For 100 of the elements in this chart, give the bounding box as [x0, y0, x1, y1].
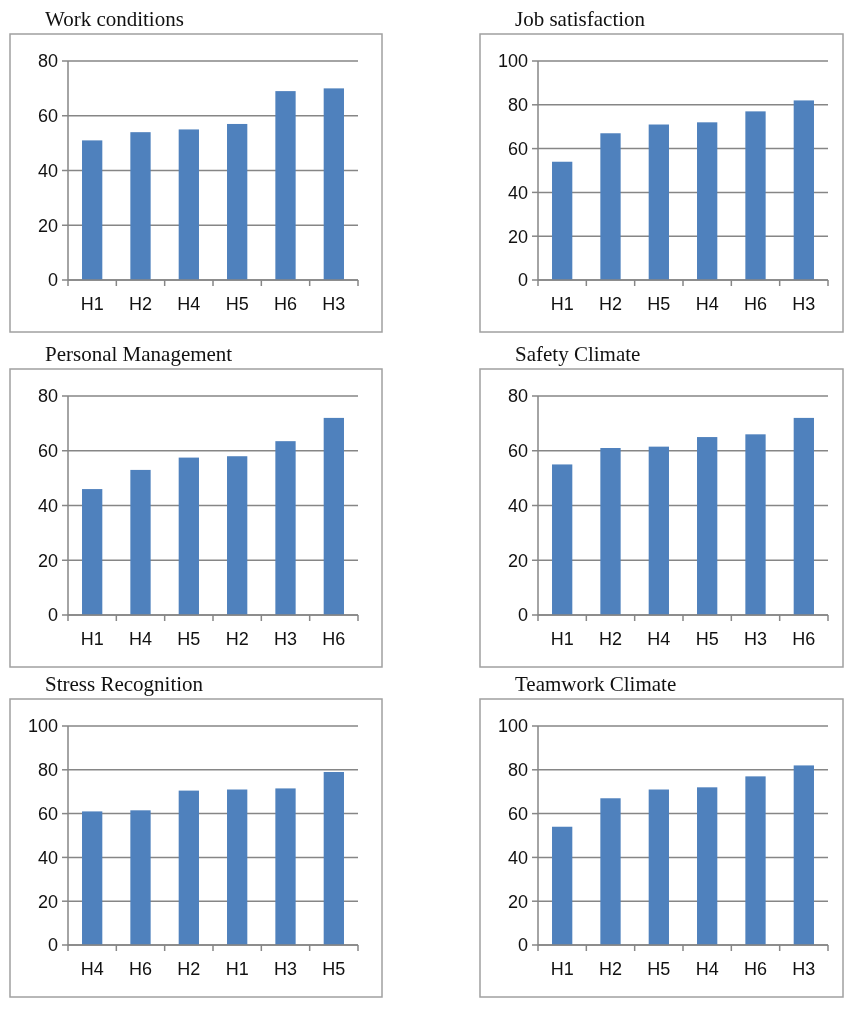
bar — [697, 437, 718, 615]
y-tick-label: 80 — [507, 386, 528, 407]
y-tick-label: 40 — [507, 182, 528, 203]
y-tick-label: 60 — [507, 803, 528, 824]
bar — [323, 417, 344, 615]
bar — [323, 771, 344, 945]
x-tick-label: H2 — [598, 294, 623, 314]
x-tick-label: H5 — [695, 629, 719, 649]
x-tick-label: H1 — [550, 629, 574, 649]
y-tick-label: 20 — [37, 215, 58, 236]
y-tick-label: 80 — [37, 386, 58, 407]
y-tick-label: 60 — [37, 803, 58, 824]
bar — [82, 489, 103, 615]
bar — [600, 448, 621, 615]
x-tick-label: H1 — [225, 959, 249, 979]
x-tick-label: H4 — [695, 959, 719, 979]
y-tick-label: 20 — [37, 550, 58, 571]
x-tick-label: H4 — [80, 959, 104, 979]
y-tick-label: 40 — [37, 495, 58, 516]
y-tick-label: 0 — [47, 270, 58, 291]
bar — [552, 826, 573, 945]
bar — [227, 123, 248, 280]
bar — [227, 456, 248, 615]
x-tick-label: H4 — [647, 629, 671, 649]
y-tick-label: 0 — [517, 270, 528, 291]
x-tick-label: H4 — [128, 629, 153, 649]
chart-title: Teamwork Climate — [515, 672, 677, 696]
x-tick-label: H2 — [128, 294, 153, 314]
y-tick-label: 0 — [47, 605, 58, 626]
x-tick-label: H2 — [225, 629, 249, 649]
chart-title: Safety Climate — [515, 342, 641, 366]
bar — [82, 811, 103, 945]
bar — [82, 140, 103, 280]
x-tick-label: H1 — [80, 294, 104, 314]
x-tick-label: H5 — [177, 629, 201, 649]
x-tick-label: H2 — [598, 959, 623, 979]
y-tick-label: 0 — [47, 935, 58, 956]
y-tick-label: 100 — [497, 51, 528, 72]
x-tick-label: H3 — [792, 294, 816, 314]
y-tick-label: 100 — [497, 716, 528, 737]
y-tick-label: 80 — [507, 95, 528, 116]
bar — [745, 111, 766, 280]
y-tick-label: 60 — [507, 441, 528, 462]
x-tick-label: H6 — [792, 629, 816, 649]
x-tick-label: H5 — [322, 959, 346, 979]
x-tick-label: H3 — [792, 959, 816, 979]
y-tick-label: 100 — [27, 716, 58, 737]
x-tick-label: H3 — [743, 629, 768, 649]
x-tick-label: H6 — [743, 959, 768, 979]
y-tick-label: 20 — [37, 891, 58, 912]
bar — [600, 133, 621, 280]
bar — [275, 788, 296, 945]
bar — [323, 88, 344, 280]
x-tick-label: H5 — [647, 959, 671, 979]
bar — [600, 798, 621, 945]
bar — [697, 787, 718, 945]
bar — [745, 434, 766, 615]
bar — [130, 469, 151, 615]
bar — [793, 100, 814, 280]
chart-title: Job satisfaction — [515, 7, 646, 31]
y-tick-label: 80 — [507, 760, 528, 781]
bar — [697, 122, 718, 280]
x-tick-label: H4 — [695, 294, 719, 314]
bar — [178, 457, 199, 615]
bar — [648, 446, 669, 615]
x-tick-label: H1 — [550, 959, 574, 979]
x-tick-label: H6 — [273, 294, 298, 314]
x-tick-label: H6 — [128, 959, 153, 979]
bar — [793, 417, 814, 615]
bar — [648, 789, 669, 945]
x-tick-label: H6 — [743, 294, 768, 314]
y-tick-label: 40 — [37, 160, 58, 181]
bar — [552, 464, 573, 615]
bar — [178, 790, 199, 945]
chart-title: Work conditions — [45, 7, 184, 31]
y-tick-label: 80 — [37, 51, 58, 72]
x-tick-label: H2 — [177, 959, 201, 979]
y-tick-label: 40 — [507, 495, 528, 516]
y-tick-label: 40 — [507, 847, 528, 868]
bar — [178, 129, 199, 280]
x-tick-label: H3 — [322, 294, 346, 314]
bar — [648, 124, 669, 280]
bar — [275, 91, 296, 280]
x-tick-label: H1 — [550, 294, 574, 314]
bar — [275, 441, 296, 615]
bar — [745, 776, 766, 945]
y-tick-label: 0 — [517, 605, 528, 626]
chart-title: Personal Management — [45, 342, 233, 366]
x-tick-label: H1 — [80, 629, 104, 649]
bar — [130, 132, 151, 280]
bar — [227, 789, 248, 945]
x-tick-label: H3 — [273, 959, 298, 979]
bar — [552, 161, 573, 280]
x-tick-label: H5 — [225, 294, 249, 314]
bar — [130, 810, 151, 945]
y-tick-label: 20 — [507, 226, 528, 247]
bar — [793, 765, 814, 945]
x-tick-label: H4 — [177, 294, 201, 314]
y-tick-label: 20 — [507, 550, 528, 571]
x-tick-label: H6 — [322, 629, 346, 649]
